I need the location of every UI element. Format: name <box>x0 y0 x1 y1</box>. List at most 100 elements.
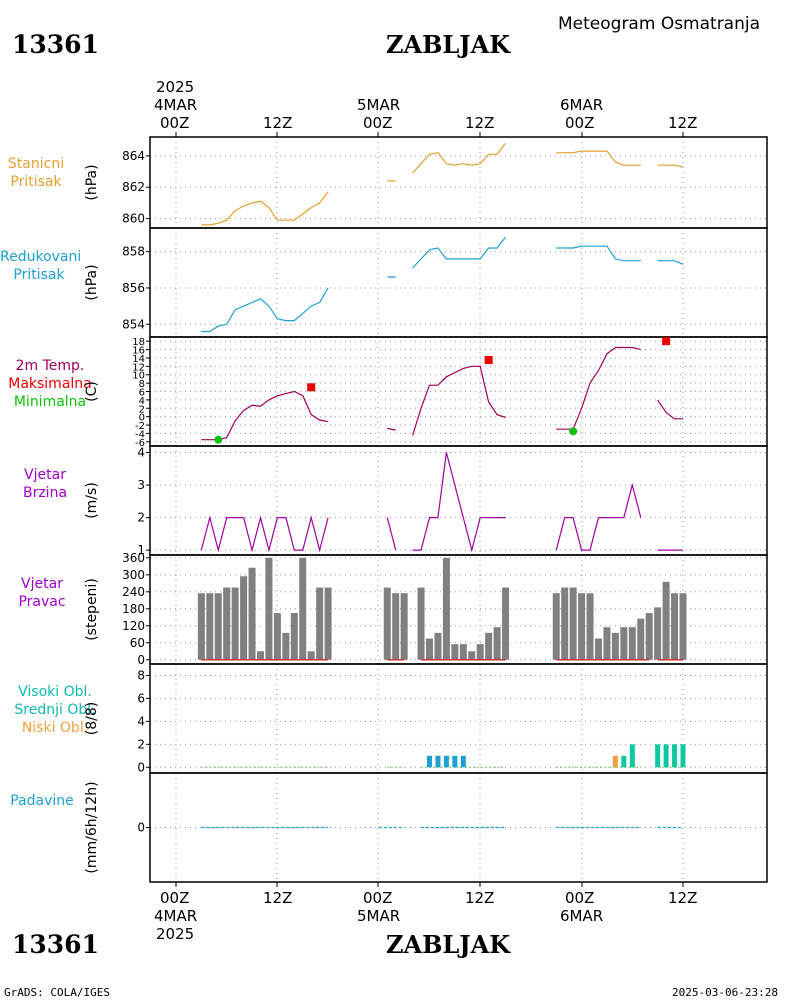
label-clouds: Visoki Obl. Srednji Obl. Niski Obl. <box>0 683 110 737</box>
footer-credit: GrADS: COLA/IGES <box>4 986 110 999</box>
wind-dir-bar-19 <box>417 587 425 660</box>
wind-dir-bar-42 <box>654 607 662 660</box>
temp-min-marker-0 <box>214 435 223 444</box>
wind-dir-bar-31 <box>561 587 569 660</box>
top-tick-1: 12Z <box>263 114 293 132</box>
ytick-label-temperature-3: 0 <box>139 413 145 424</box>
ytick-label-clouds-1: 2 <box>137 737 145 751</box>
wind-dir-bar-12 <box>299 557 307 660</box>
wind-dir-bar-38 <box>620 627 628 660</box>
ytick-label-temperature-4: 2 <box>139 404 145 415</box>
label-temp-line1: 2m Temp. <box>15 358 85 374</box>
ytick-label-wind_speed-3: 4 <box>137 446 145 460</box>
wind-dir-bar-18 <box>400 593 408 660</box>
label-wind-speed-line1: Vjetar <box>24 467 66 483</box>
wind-dir-bar-20 <box>426 638 433 660</box>
unit-wind_direction: (stepeni) <box>84 578 100 641</box>
wind-dir-bar-4 <box>231 587 239 660</box>
series-wind_speed-seg-1 <box>386 517 397 551</box>
unit-reduced_pressure: (hPa) <box>84 264 100 300</box>
label-wind-dir-line2: Pravac <box>18 594 66 610</box>
series-wind_speed-seg-3 <box>555 482 642 551</box>
unit-wind_speed: (m/s) <box>84 482 100 519</box>
label-station-pressure-line1: Stanicni <box>7 156 65 172</box>
ytick-label-temperature-0: -6 <box>135 438 145 449</box>
wind-dir-bar-23 <box>451 644 459 660</box>
bottom-tick-1: 12Z <box>263 889 293 907</box>
ytick-label-wind_speed-2: 3 <box>137 478 145 492</box>
ytick-label-station_pressure-0: 860 <box>122 212 145 226</box>
panel-frame-station_pressure <box>149 136 768 229</box>
top-tick-0: 00Z <box>160 114 190 132</box>
temp-min-marker-1 <box>569 427 578 436</box>
label-wind-speed: Vjetar Brzina <box>0 466 90 502</box>
top-date-3: 6MAR <box>560 96 604 114</box>
unit-temperature: (C) <box>84 381 100 402</box>
wind-dir-bar-3 <box>223 587 231 660</box>
ytick-label-temperature-2: -2 <box>135 421 145 432</box>
wind-dir-bar-6 <box>248 567 256 660</box>
label-wind-direction: Vjetar Pravac <box>0 575 84 611</box>
cloud-high-bar-1 <box>629 744 635 768</box>
top-tick-4: 00Z <box>565 114 595 132</box>
label-temp-line3: Minimalna <box>13 394 87 410</box>
series-wind_speed-seg-0 <box>200 515 329 553</box>
ytick-label-reduced_pressure-0: 854 <box>122 317 145 331</box>
wind-dir-bar-16 <box>383 587 391 660</box>
wind-dir-bar-35 <box>595 638 602 660</box>
top-tick-2: 00Z <box>363 114 393 132</box>
wind-dir-bar-36 <box>603 627 611 660</box>
panel-frame-precipitation <box>149 772 768 883</box>
ytick-label-wind_direction-5: 300 <box>122 568 145 582</box>
label-reduced-pressure-line1: Redukovani <box>0 249 82 265</box>
label-clouds-line1: Visoki Obl. <box>18 684 92 700</box>
temp-max-marker-2 <box>662 337 671 346</box>
wind-dir-bar-44 <box>671 593 679 660</box>
label-reduced-pressure-line2: Pritisak <box>13 267 65 283</box>
wind-dir-bar-40 <box>637 618 645 660</box>
unit-station_pressure: (hPa) <box>84 164 100 200</box>
ytick-label-temperature-6: 6 <box>139 388 145 399</box>
cloud-high-bar-3 <box>663 744 669 768</box>
ytick-label-wind_direction-3: 180 <box>122 602 145 616</box>
temp-max-marker-1 <box>484 356 493 365</box>
cloud-mid-bar-0 <box>427 755 432 768</box>
series-temperature-seg-4 <box>657 399 683 420</box>
ytick-label-reduced_pressure-1: 856 <box>122 281 145 295</box>
series-reduced_pressure-seg-0 <box>201 287 329 333</box>
wind-dir-bar-34 <box>586 593 594 660</box>
footer-timestamp: 2025-03-06-23:28 <box>672 986 778 999</box>
ytick-label-wind_direction-0: 0 <box>137 653 145 667</box>
label-temp-line2: Maksimalna <box>8 376 92 392</box>
cloud-high-bar-4 <box>672 744 678 768</box>
wind-dir-bar-13 <box>307 651 315 660</box>
label-clouds-line2: Srednji Obl. <box>14 702 96 718</box>
product-title: Meteogram Osmatranja <box>558 14 761 34</box>
bottom-date-2: 5MAR <box>357 907 401 925</box>
ytick-label-station_pressure-2: 864 <box>122 149 145 163</box>
series-temperature-seg-2 <box>412 365 506 436</box>
wind-dir-bar-30 <box>552 593 560 660</box>
top-date-2: 5MAR <box>357 96 401 114</box>
ytick-label-station_pressure-1: 862 <box>122 180 145 194</box>
cloud-mid-bar-4 <box>460 755 466 768</box>
wind-dir-bar-39 <box>628 627 636 660</box>
bottom-tick-0: 00Z <box>160 889 190 907</box>
ytick-label-temperature-9: 12 <box>132 362 145 373</box>
label-wind-dir-line1: Vjetar <box>21 576 63 592</box>
label-precipitation: Padavine <box>10 793 74 809</box>
ytick-label-clouds-3: 6 <box>137 691 145 705</box>
top-tick-5: 12Z <box>668 114 698 132</box>
top-date-1: 4MAR <box>154 96 198 114</box>
cloud-mid-bar-1 <box>435 755 441 768</box>
unit-clouds: (8/8) <box>84 702 100 735</box>
label-station-pressure: Stanicni Pritisak <box>0 155 72 191</box>
cloud-mid-bar-3 <box>452 755 458 768</box>
label-clouds-line3: Niski Obl. <box>21 720 89 736</box>
ytick-label-wind_speed-0: 1 <box>137 543 145 557</box>
wind-dir-bar-32 <box>569 587 577 660</box>
wind-dir-bar-25 <box>468 651 476 660</box>
wind-dir-bar-24 <box>459 644 467 660</box>
wind-dir-bar-37 <box>611 632 619 660</box>
